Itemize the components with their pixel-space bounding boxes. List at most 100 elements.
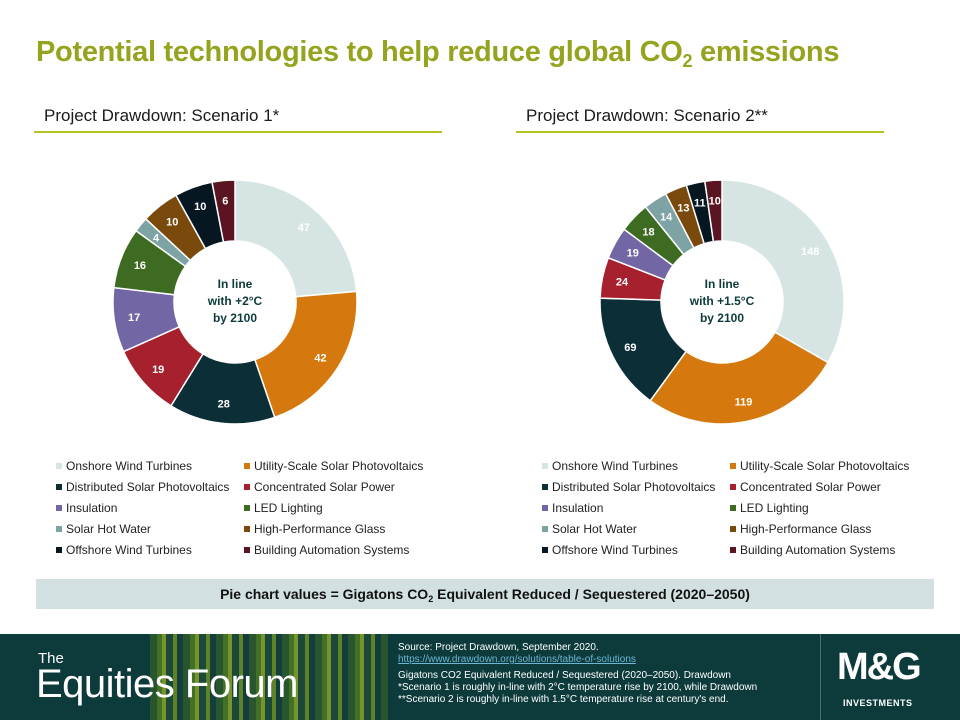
data-label-utility-scale-solar-photovoltaics: 119: [735, 397, 753, 409]
center-label-line: with +1.5°C: [689, 294, 755, 308]
legend-item-utility-scale-solar-photovoltaics: Utility-Scale Solar Photovoltaics: [244, 458, 444, 473]
legend-item-onshore-wind-turbines: Onshore Wind Turbines: [56, 458, 244, 473]
legend-swatch: [56, 525, 62, 532]
data-label-building-automation-systems: 10: [709, 195, 721, 207]
data-label-building-automation-systems: 6: [222, 195, 228, 207]
legend-label: LED Lighting: [254, 500, 323, 515]
data-label-onshore-wind-turbines: 47: [298, 222, 310, 234]
note-line-1: Gigatons CO2 Equivalent Reduced / Seques…: [398, 670, 731, 681]
legend-item-distributed-solar-photovoltaics: Distributed Solar Photovoltaics: [56, 479, 244, 494]
slice-onshore-wind-turbines: [234, 179, 358, 298]
legend-label: Distributed Solar Photovoltaics: [552, 479, 716, 494]
legend-swatch: [244, 462, 250, 469]
data-label-utility-scale-solar-photovoltaics: 42: [314, 353, 326, 365]
scenario-1-donut-chart: 47 42 28 19 17 16 4 10 10 6 In line with +2°C by 210…: [112, 179, 358, 425]
legend-swatch: [56, 546, 62, 553]
legend-item-offshore-wind-turbines: Offshore Wind Turbines: [542, 542, 730, 557]
data-label-solar-hot-water: 14: [660, 212, 673, 224]
data-label-concentrated-solar-power: 24: [616, 277, 629, 289]
note-line-3: **Scenario 2 is roughly in-line with 1.5…: [398, 694, 729, 705]
legend-item-utility-scale-solar-photovoltaics: Utility-Scale Solar Photovoltaics: [730, 458, 930, 473]
legend-label: Insulation: [552, 500, 604, 515]
data-label-distributed-solar-photovoltaics: 28: [218, 398, 230, 410]
scenario-2-legend: Onshore Wind Turbines Utility-Scale Solar…: [542, 458, 930, 557]
legend-label: Distributed Solar Photovoltaics: [66, 479, 230, 494]
legend-item-insulation: Insulation: [56, 500, 244, 515]
slice-building-automation-systems: [703, 179, 723, 243]
legend-label: Onshore Wind Turbines: [552, 458, 679, 473]
data-label-distributed-solar-photovoltaics: 69: [624, 342, 636, 354]
legend-item-solar-hot-water: Solar Hot Water: [56, 521, 244, 536]
data-label-insulation: 19: [627, 248, 639, 260]
mg-logo: M&G INVESTMENTS: [820, 634, 960, 720]
legend-label: High-Performance Glass: [254, 521, 386, 536]
legend-label: Onshore Wind Turbines: [66, 458, 193, 473]
legend-swatch: [244, 504, 250, 511]
legend-label: Solar Hot Water: [552, 521, 637, 536]
data-label-high-performance-glass: 13: [677, 203, 689, 215]
footer: The Equities Forum Source: Project Drawd…: [0, 634, 960, 720]
legend-swatch: [542, 504, 548, 511]
legend-label: Concentrated Solar Power: [740, 479, 881, 494]
legend-label: Offshore Wind Turbines: [66, 542, 192, 557]
slice-building-automation-systems: [211, 179, 236, 243]
center-label-line: In line: [705, 277, 740, 291]
center-label-line: with +2°C: [207, 294, 263, 308]
slice-utility-scale-solar-photovoltaics: [253, 290, 358, 419]
legend-label: LED Lighting: [740, 500, 809, 515]
legend-item-distributed-solar-photovoltaics: Distributed Solar Photovoltaics: [542, 479, 730, 494]
data-label-insulation: 17: [128, 312, 140, 324]
legend-swatch: [56, 483, 62, 490]
scenario-2-heading: Project Drawdown: Scenario 2**: [516, 106, 884, 133]
data-label-led-lighting: 18: [642, 226, 654, 238]
legend-item-solar-hot-water: Solar Hot Water: [542, 521, 730, 536]
data-label-onshore-wind-turbines: 148: [801, 246, 819, 258]
legend-label: Solar Hot Water: [66, 521, 151, 536]
brand-line-2: Equities Forum: [36, 662, 298, 706]
data-label-offshore-wind-turbines: 10: [194, 201, 206, 213]
center-label-line: by 2100: [700, 311, 744, 325]
slice-utility-scale-solar-photovoltaics: [649, 331, 829, 425]
legend-label: Building Automation Systems: [740, 542, 896, 557]
legend-item-offshore-wind-turbines: Offshore Wind Turbines: [56, 542, 244, 557]
legend-label: High-Performance Glass: [740, 521, 872, 536]
logo-text: M&G: [837, 646, 922, 688]
legend-label: Concentrated Solar Power: [254, 479, 395, 494]
center-label-line: by 2100: [213, 311, 257, 325]
data-label-led-lighting: 16: [134, 260, 146, 272]
legend-item-concentrated-solar-power: Concentrated Solar Power: [244, 479, 444, 494]
legend-item-led-lighting: LED Lighting: [730, 500, 930, 515]
source-link[interactable]: https://www.drawdown.org/solutions/table…: [398, 654, 636, 665]
legend-swatch: [244, 483, 250, 490]
note-line-2: *Scenario 1 is roughly in-line with 2°C …: [398, 682, 758, 693]
legend-swatch: [56, 462, 62, 469]
legend-label: Building Automation Systems: [254, 542, 410, 557]
legend-item-insulation: Insulation: [542, 500, 730, 515]
legend-swatch: [542, 483, 548, 490]
brand-line-1: The: [38, 650, 64, 667]
legend-label: Offshore Wind Turbines: [552, 542, 678, 557]
data-label-concentrated-solar-power: 19: [152, 364, 164, 376]
slice-onshore-wind-turbines: [721, 179, 845, 364]
units-caption: Pie chart values = Gigatons CO2 Equivale…: [36, 579, 934, 609]
legend-label: Utility-Scale Solar Photovoltaics: [254, 458, 424, 473]
legend-item-high-performance-glass: High-Performance Glass: [730, 521, 930, 536]
scenario-1-legend: Onshore Wind Turbines Utility-Scale Solar…: [56, 458, 444, 557]
legend-item-led-lighting: LED Lighting: [244, 500, 444, 515]
data-label-solar-hot-water: 4: [153, 232, 160, 244]
source-notes: Source: Project Drawdown, September 2020…: [390, 634, 816, 720]
legend-swatch: [244, 546, 250, 553]
legend-label: Utility-Scale Solar Photovoltaics: [740, 458, 910, 473]
legend-swatch: [542, 462, 548, 469]
legend-item-building-automation-systems: Building Automation Systems: [244, 542, 444, 557]
data-label-offshore-wind-turbines: 11: [694, 197, 706, 209]
logo-subtext: INVESTMENTS: [843, 698, 913, 708]
data-label-high-performance-glass: 10: [166, 217, 178, 229]
legend-swatch: [730, 546, 736, 553]
source-text: Source: Project Drawdown, September 2020…: [398, 642, 599, 653]
scenario-1-heading: Project Drawdown: Scenario 1*: [34, 106, 442, 133]
legend-item-building-automation-systems: Building Automation Systems: [730, 542, 930, 557]
footer-stripe-pattern: [150, 634, 388, 720]
legend-swatch: [542, 525, 548, 532]
